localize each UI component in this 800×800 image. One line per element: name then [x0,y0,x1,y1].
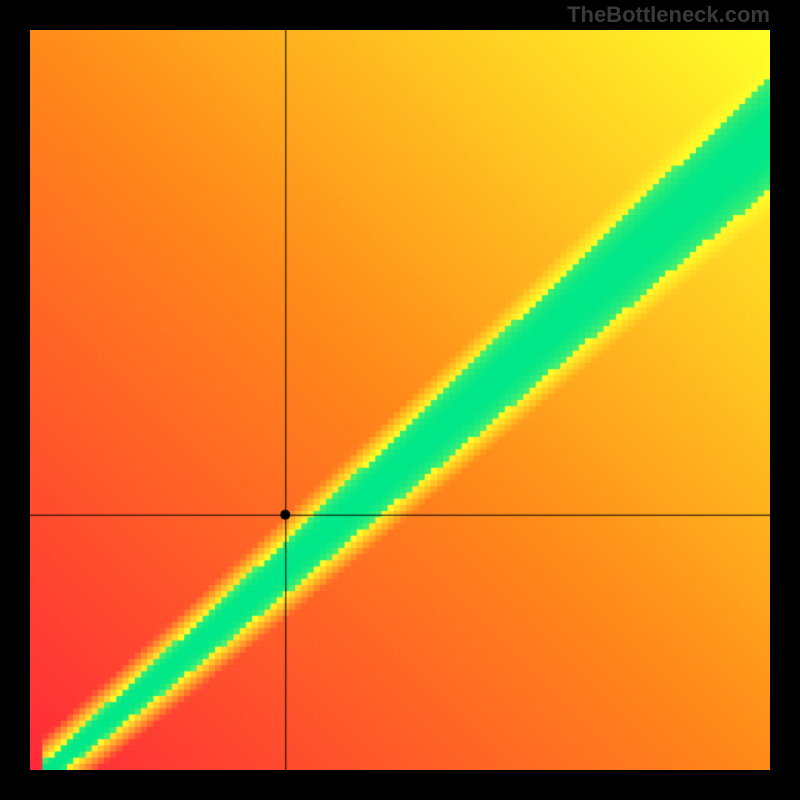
chart-frame: TheBottleneck.com [0,0,800,800]
watermark-text: TheBottleneck.com [567,2,770,28]
bottleneck-heatmap [30,30,770,770]
